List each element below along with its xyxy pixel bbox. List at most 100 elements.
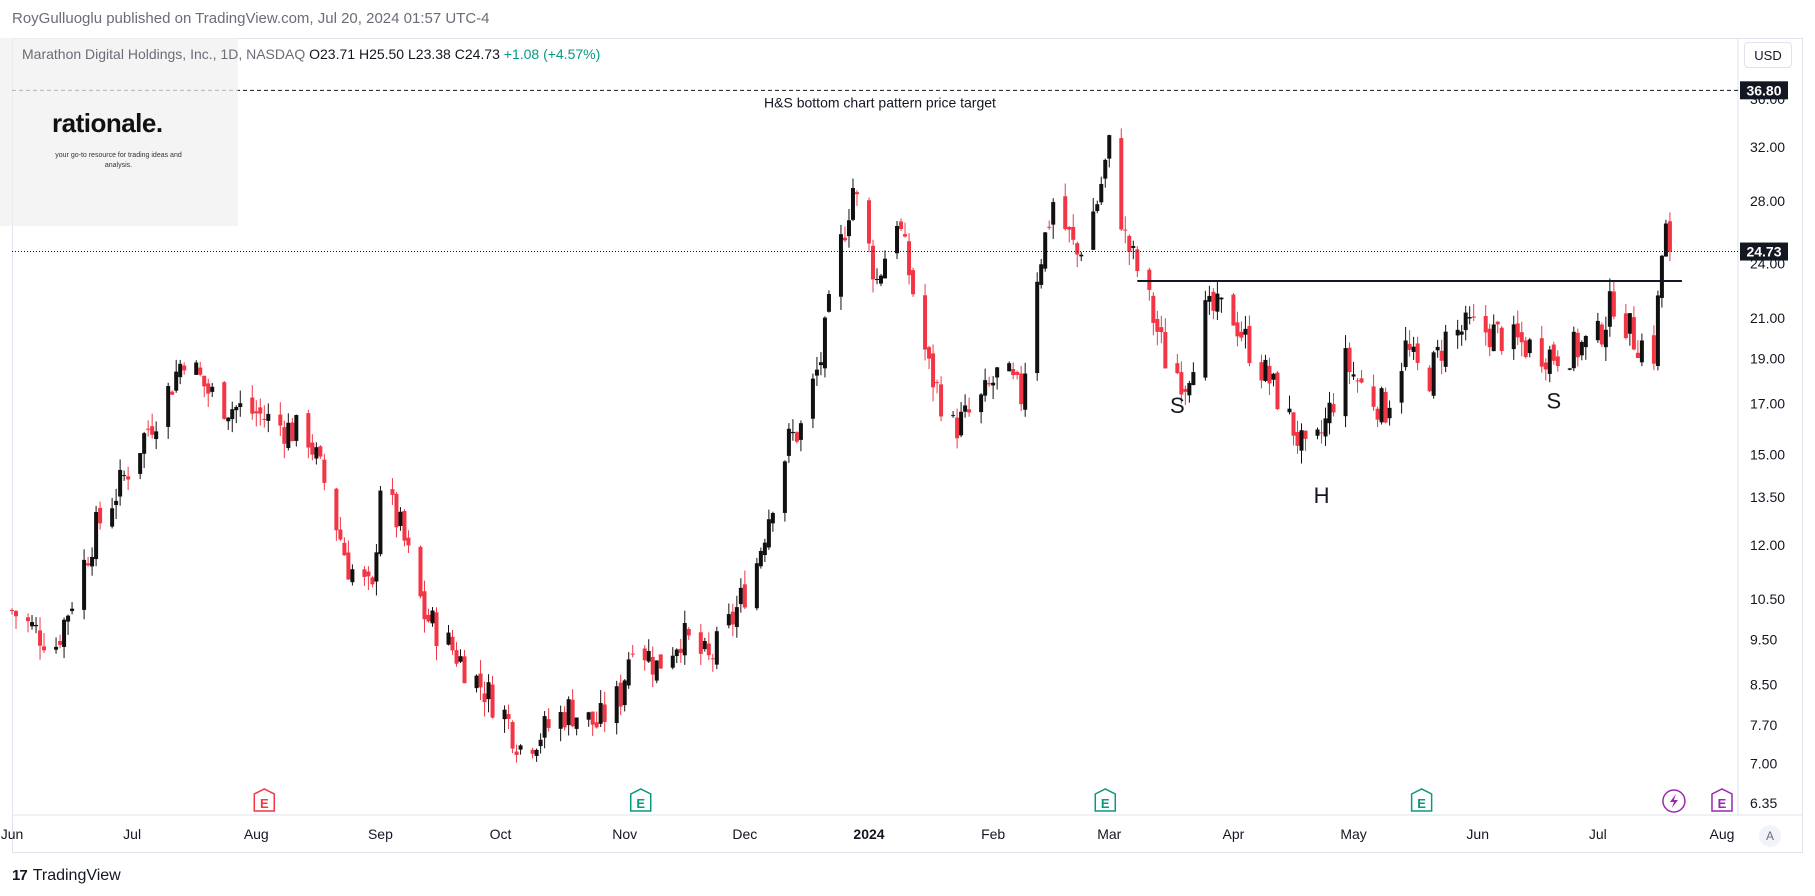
candle-body (1155, 319, 1160, 332)
x-tick-label: Sep (368, 826, 393, 842)
candle-body (1219, 297, 1224, 300)
x-tick-label: Feb (981, 826, 1005, 842)
candle-body (1019, 373, 1024, 405)
candle-body (935, 382, 940, 384)
event-earnings-label: E (636, 796, 645, 811)
y-tick-label: 21.00 (1750, 310, 1785, 326)
candle-body (558, 712, 563, 729)
candle-body (602, 704, 607, 722)
candle-body (418, 546, 423, 597)
candle-body (1611, 291, 1616, 317)
candle-body (1075, 243, 1080, 255)
candle-body (30, 622, 35, 627)
candle-body (875, 278, 880, 280)
candle-body (54, 646, 59, 650)
candle-body (174, 371, 179, 391)
y-tick-label: 6.35 (1750, 795, 1777, 811)
candle-body (362, 569, 367, 577)
candle-body (1243, 328, 1248, 335)
y-tick-label: 7.70 (1750, 717, 1777, 733)
candle-body (903, 234, 908, 237)
event-earnings-icon (1094, 788, 1117, 812)
candle-body (682, 623, 687, 656)
y-tick-label: 32.00 (1750, 139, 1785, 155)
pattern-label: S (1546, 388, 1561, 413)
auto-scale-button[interactable]: A (1759, 825, 1781, 847)
candle-body (434, 612, 439, 647)
y-tick-label: 28.00 (1750, 193, 1785, 209)
candle-body (594, 722, 599, 728)
candle-body (1299, 430, 1304, 451)
candle-body (318, 446, 323, 457)
candle-body (870, 245, 875, 280)
candle-body (730, 611, 735, 625)
candle-body (1291, 412, 1296, 436)
candle-body (967, 409, 972, 413)
candle-body (1007, 363, 1012, 372)
symbol-name: Marathon Digital Holdings, Inc., 1D, NAS… (22, 46, 306, 62)
candle-body (1131, 246, 1136, 248)
candle-body (1403, 340, 1408, 368)
candle-body (1015, 371, 1020, 375)
candle-body (230, 409, 235, 420)
candle-body (370, 577, 375, 585)
candle-body (1659, 255, 1664, 298)
candle-body (826, 294, 831, 312)
x-tick-label: Aug (1710, 826, 1735, 842)
candle-body (266, 413, 271, 421)
candle-body (1415, 343, 1420, 363)
candle-body (1511, 324, 1516, 350)
candle-body (786, 428, 791, 456)
candle-body (702, 641, 707, 650)
high-value: H25.50 (358, 46, 405, 62)
candle-body (34, 624, 39, 627)
candle-body (1443, 331, 1448, 367)
candle-body (378, 490, 383, 555)
candle-body (10, 610, 14, 612)
candle-body (766, 519, 771, 548)
x-tick-label: Apr (1223, 826, 1245, 842)
candle-body (1523, 340, 1528, 357)
candle-body (462, 656, 467, 684)
candle-body (1039, 264, 1044, 285)
candle-body (1651, 335, 1656, 364)
candle-body (1203, 300, 1208, 378)
candle-body (1287, 408, 1292, 413)
candle-body (198, 367, 203, 375)
candle-body (94, 512, 99, 560)
candle-body (706, 643, 711, 656)
footer-brand[interactable]: 17 TradingView (12, 862, 121, 890)
candle-body (742, 584, 747, 608)
pattern-label: S (1170, 393, 1185, 418)
candle-body (590, 711, 595, 725)
candle-body (951, 415, 956, 417)
candle-body (650, 656, 655, 675)
low-value: L23.38 (408, 46, 451, 62)
candle-body (1431, 352, 1436, 396)
y-tick-label: 8.50 (1750, 677, 1777, 693)
currency-button[interactable]: USD (1744, 42, 1792, 68)
candle-body (1095, 204, 1100, 212)
candle-body (1347, 347, 1352, 373)
candle-body (194, 362, 199, 375)
candle-body (238, 403, 243, 408)
candle-body (1343, 348, 1348, 417)
candle-body (846, 220, 851, 237)
candle-body (350, 569, 355, 583)
candle-body (1207, 295, 1212, 302)
event-earnings-icon (253, 788, 276, 812)
candle-body (1627, 313, 1632, 334)
y-tick-label: 10.50 (1750, 591, 1785, 607)
candle-body (314, 447, 319, 459)
candle-body (883, 258, 888, 279)
candle-body (478, 673, 483, 688)
candle-body (642, 648, 647, 661)
candle-body (1191, 372, 1196, 386)
candle-body (618, 682, 623, 707)
candle-body (626, 659, 631, 686)
candle-body (630, 653, 635, 655)
candle-body (110, 508, 115, 527)
candle-body (979, 394, 984, 413)
candle-body (1063, 196, 1068, 230)
